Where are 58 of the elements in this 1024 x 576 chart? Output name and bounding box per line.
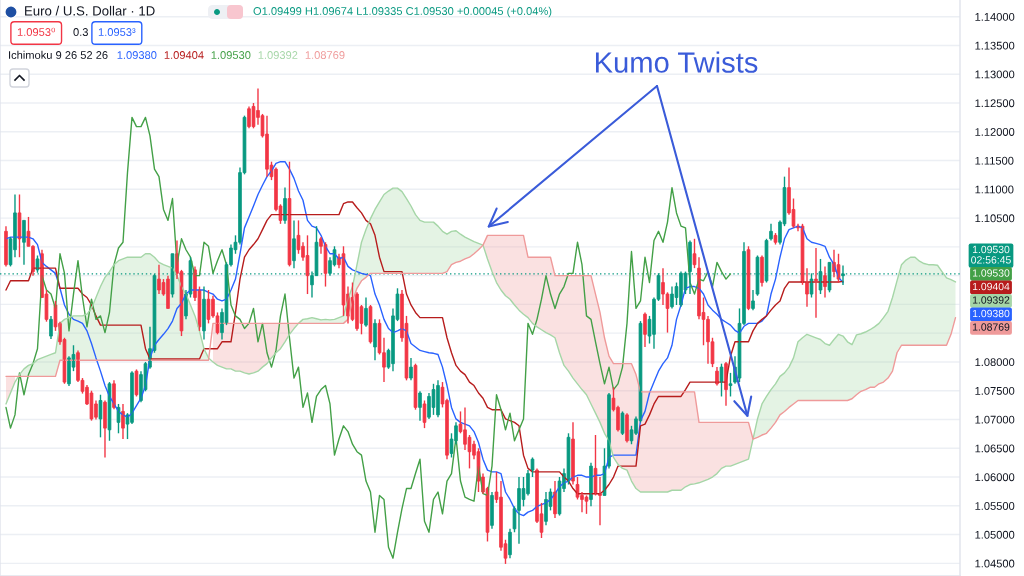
candlestick bbox=[746, 245, 751, 311]
annotation: 1.08769 bbox=[305, 51, 345, 59]
annotation: 1.09380 bbox=[117, 51, 157, 59]
candlestick bbox=[206, 289, 211, 325]
annotation: 0.3 bbox=[73, 28, 88, 36]
candlestick bbox=[170, 253, 175, 299]
annotation: 1.09404 bbox=[164, 51, 204, 59]
y-tick-label: 1.06000 bbox=[975, 473, 1015, 482]
candlestick bbox=[431, 383, 436, 416]
candlestick bbox=[98, 394, 103, 439]
y-tick-label: 1.11000 bbox=[975, 185, 1014, 194]
candlestick bbox=[827, 261, 832, 294]
candlestick bbox=[719, 362, 724, 398]
line-series bbox=[5, 234, 957, 440]
y-tick-label: 1.08000 bbox=[975, 358, 1015, 367]
annotation: 1.0953³ bbox=[98, 28, 136, 36]
candlestick bbox=[584, 494, 589, 515]
y-tick-label: 1.13000 bbox=[975, 70, 1015, 79]
text: 1.09380 bbox=[972, 309, 1010, 318]
text: 1.09392 bbox=[972, 296, 1010, 304]
y-tick-label: 1.05000 bbox=[975, 530, 1015, 539]
y-tick-label: 1.06500 bbox=[975, 444, 1015, 453]
y-tick-label: 1.05500 bbox=[975, 502, 1015, 510]
y-tick-label: 1.11500 bbox=[975, 156, 1014, 165]
text: 1.09530 bbox=[972, 269, 1010, 277]
annotation: 1.09530 bbox=[211, 51, 251, 59]
candlestick bbox=[116, 403, 121, 434]
candlestick bbox=[323, 241, 328, 288]
candlestick bbox=[530, 456, 535, 478]
y-tick-label: 1.07500 bbox=[975, 386, 1015, 395]
text: O1.09499 H1.09674 L1.09335 C1.09530 +0.00045 (+0.04%) bbox=[253, 6, 552, 18]
candlestick bbox=[836, 253, 841, 284]
y-tick-label: 1.07000 bbox=[975, 415, 1015, 424]
annotation: 1.09392 bbox=[258, 51, 298, 59]
line-series bbox=[5, 187, 957, 493]
chart-title: Euro / U.S. Dollar · 1D bbox=[25, 5, 155, 16]
text: 1.08769 bbox=[972, 323, 1010, 331]
candlestick bbox=[422, 399, 427, 429]
y-tick-label: 1.12000 bbox=[975, 128, 1015, 136]
y-tick-label: 1.10500 bbox=[975, 214, 1015, 223]
candlestick bbox=[305, 234, 310, 295]
y-tick-label: 1.14000 bbox=[975, 12, 1015, 21]
candlestick bbox=[620, 410, 625, 436]
annotation: Kumo Twists bbox=[595, 51, 758, 73]
annotation: 1.0953⁰ bbox=[17, 27, 56, 36]
legend-title: Ichimoku 9 26 52 26 bbox=[9, 50, 108, 59]
candlestick bbox=[413, 362, 418, 411]
candlestick bbox=[368, 304, 373, 345]
y-tick-label: 1.04500 bbox=[975, 559, 1015, 568]
candlestick bbox=[17, 193, 22, 258]
y-tick-label: 1.12500 bbox=[975, 99, 1015, 108]
line-series bbox=[5, 116, 732, 559]
text: 1.09404 bbox=[972, 282, 1010, 291]
candlestick bbox=[287, 160, 292, 268]
candlestick bbox=[107, 381, 112, 442]
y-tick-label: 1.13500 bbox=[975, 41, 1015, 50]
ref-line-label: 1.09530 02:56:45 bbox=[971, 245, 1011, 264]
candlestick bbox=[134, 368, 139, 398]
